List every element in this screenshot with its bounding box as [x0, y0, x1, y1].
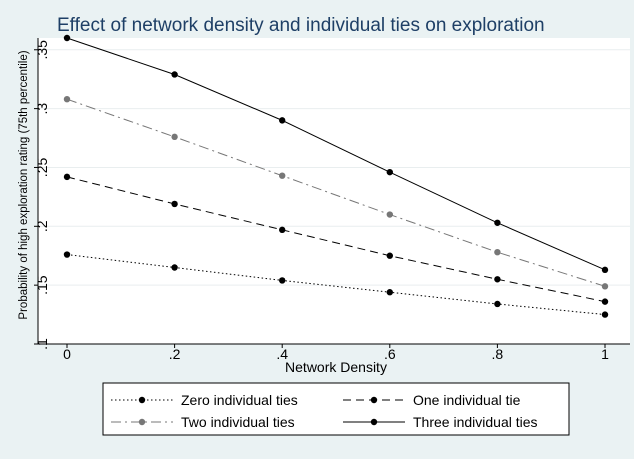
- data-point: [63, 34, 71, 42]
- series-line: [66, 37, 606, 271]
- data-point: [63, 251, 71, 258]
- data-point: [601, 311, 609, 318]
- legend-marker: [138, 418, 146, 426]
- x-tick-label: 1: [601, 346, 609, 362]
- data-point: [386, 168, 393, 176]
- y-tick-label: .3: [34, 103, 50, 115]
- data-point: [279, 117, 286, 124]
- x-tick-label: 0: [63, 346, 71, 362]
- data-point: [63, 96, 71, 103]
- legend-item: One individual tie: [343, 392, 521, 408]
- legend-label: Three individual ties: [413, 414, 538, 430]
- data-point: [386, 289, 393, 296]
- legend-item: Three individual ties: [343, 414, 538, 430]
- data-point: [171, 133, 178, 141]
- series-line: [66, 98, 606, 287]
- x-tick-label: .2: [169, 346, 181, 362]
- data-point: [601, 266, 609, 274]
- series-line: [66, 176, 606, 303]
- x-axis-title: Network Density: [285, 359, 387, 375]
- chart-title: Effect of network density and individual…: [57, 15, 545, 36]
- data-point: [386, 252, 393, 259]
- y-tick-label: .15: [34, 275, 50, 295]
- data-point: [171, 264, 178, 271]
- data-point: [494, 249, 501, 256]
- data-point: [279, 172, 286, 179]
- data-point: [63, 173, 71, 181]
- legend-box: [102, 382, 570, 436]
- legend-marker: [370, 418, 378, 426]
- series-3: [63, 34, 609, 274]
- series-2: [63, 96, 609, 290]
- x-tick-label: .8: [492, 346, 504, 362]
- legend: Zero individual ties One individual tie Tw…: [111, 392, 538, 430]
- data-point: [494, 276, 501, 283]
- data-point: [171, 71, 178, 78]
- x-tick-label: .6: [384, 346, 396, 362]
- y-tick-label: .35: [34, 40, 50, 60]
- data-point: [601, 283, 609, 290]
- legend-item: Two individual ties: [111, 414, 295, 430]
- x-tick-label: .4: [276, 346, 288, 362]
- data-point: [494, 300, 501, 308]
- data-point: [279, 277, 286, 284]
- legend-marker: [370, 396, 378, 404]
- data-point: [601, 298, 609, 305]
- legend-marker: [138, 396, 146, 404]
- series-lines: [63, 34, 609, 318]
- y-axis-title: Probability of high exploration rating (…: [18, 50, 30, 319]
- plot-background: [38, 38, 630, 344]
- axes: .1.15.2.25.3.350.2.4.6.8 1: [34, 38, 630, 362]
- data-point: [386, 211, 393, 218]
- legend-label: Two individual ties: [181, 414, 295, 430]
- data-point: [494, 219, 501, 226]
- y-tick-label: .2: [34, 220, 50, 232]
- data-point: [279, 226, 286, 234]
- data-point: [171, 200, 178, 208]
- series-1: [63, 173, 609, 305]
- legend-item: Zero individual ties: [111, 392, 298, 408]
- legend-label: Zero individual ties: [181, 392, 298, 408]
- legend-label: One individual tie: [413, 392, 521, 408]
- y-tick-label: .25: [34, 158, 50, 178]
- series-0: [63, 251, 609, 318]
